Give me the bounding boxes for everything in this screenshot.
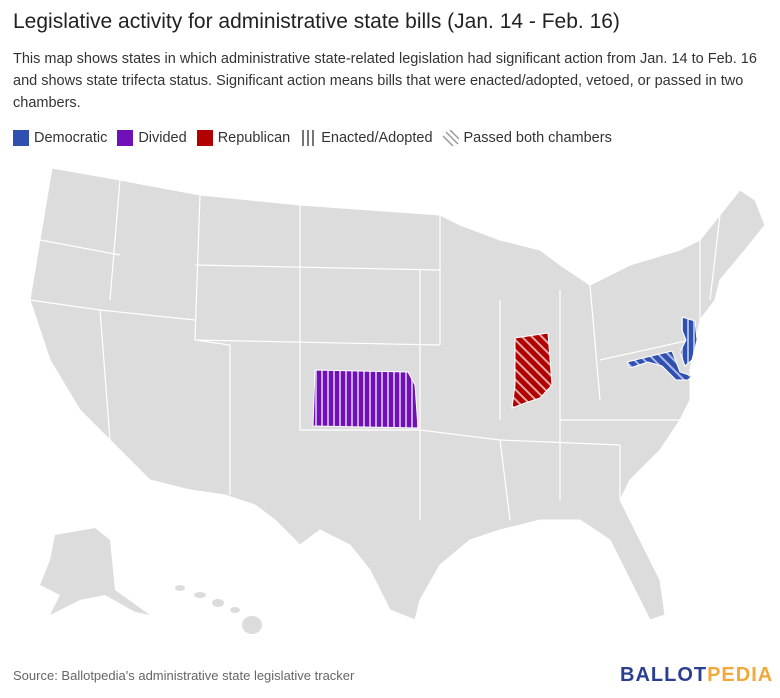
state-maryland xyxy=(626,350,693,381)
vertical-stripes-icon xyxy=(302,130,315,146)
logo-part2: PEDIA xyxy=(707,664,774,686)
legend-label: Passed both chambers xyxy=(463,130,612,146)
page-title: Legislative activity for administrative … xyxy=(13,10,620,33)
legend-label: Democratic xyxy=(34,130,108,146)
alaska xyxy=(40,528,150,615)
us-map xyxy=(29,167,766,634)
democratic-swatch xyxy=(13,130,29,146)
legend-democratic: Democratic xyxy=(13,130,107,146)
legend-label: Enacted/Adopted xyxy=(321,130,433,146)
legend-passed: Passed both chambers xyxy=(442,130,612,146)
divided-swatch xyxy=(117,130,134,146)
state-kansas xyxy=(312,369,419,429)
diagonal-stripes-icon xyxy=(442,130,459,146)
legend-label: Republican xyxy=(217,130,291,146)
hawaii xyxy=(175,585,262,634)
ballotpedia-logo: BALLOTPEDIA xyxy=(620,664,773,687)
republican-swatch xyxy=(196,130,213,146)
legend-enacted: Enacted/Adopted xyxy=(300,130,433,146)
legend-divided: Divided xyxy=(117,130,187,146)
state-new-jersey xyxy=(679,316,698,367)
legend-label: Divided xyxy=(138,130,187,146)
logo-part1: BALLOT xyxy=(620,664,708,686)
subtitle: This map shows states in which administr… xyxy=(13,51,757,111)
state-borders xyxy=(29,179,721,521)
legend: Democratic Divided Republican Enacted/Ad… xyxy=(13,130,622,146)
source-note: Source: Ballotpedia's administrative sta… xyxy=(13,668,355,683)
state-indiana xyxy=(511,332,553,409)
legend-republican: Republican xyxy=(196,130,291,146)
